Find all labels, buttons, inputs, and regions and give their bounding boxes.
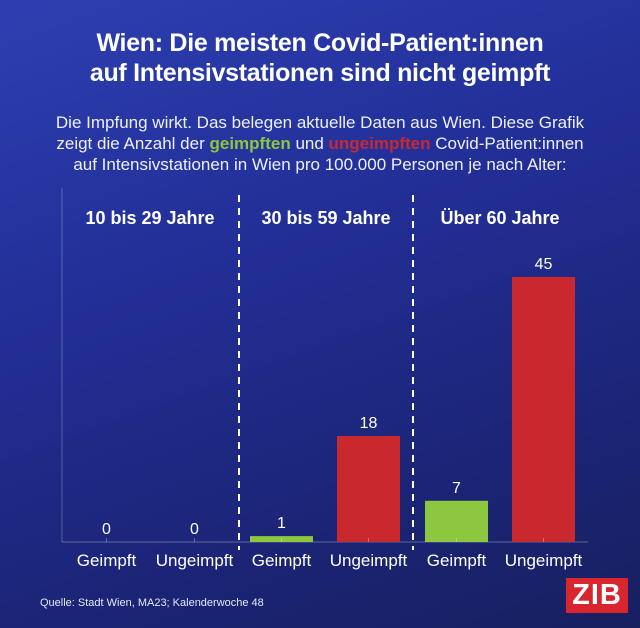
category-label: Geimpft — [427, 551, 487, 570]
bar-ungeimpft — [512, 277, 575, 542]
subtitle-line-1: Die Impfung wirkt. Das belegen aktuelle … — [55, 113, 585, 132]
group-label: Über 60 Jahre — [440, 208, 559, 228]
source-note: Quelle: Stadt Wien, MA23; Kalenderwoche … — [40, 597, 264, 609]
title-line-1: Wien: Die meisten Covid-Patient:innen — [96, 29, 544, 57]
chart-subtitle: Die Impfung wirkt. Das belegen aktuelle … — [0, 112, 640, 175]
category-label: Ungeimpft — [505, 551, 583, 570]
bar-chart: 10 bis 29 Jahre 0 Geimpft 0 Ungeimpft 30 bis … — [61, 188, 588, 570]
subtitle-text: zeigt die Anzahl der — [56, 134, 210, 153]
zib-logo: ZIB — [566, 578, 628, 613]
value-label: 7 — [452, 480, 461, 497]
category-label: Ungeimpft — [330, 551, 408, 570]
value-label: 45 — [535, 256, 553, 273]
subtitle-line-3: auf Intensivstationen in Wien pro 100.00… — [73, 155, 567, 174]
value-label: 0 — [190, 521, 199, 538]
group-label: 30 bis 59 Jahre — [261, 208, 390, 228]
value-label: 18 — [360, 415, 378, 432]
subtitle-geimpft-highlight: geimpften — [209, 134, 291, 153]
subtitle-text: und — [290, 134, 329, 153]
subtitle-text: Covid-Patient:innen — [430, 134, 584, 153]
chart-title: Wien: Die meisten Covid-Patient:innen au… — [0, 28, 640, 88]
bar-ungeimpft — [337, 436, 400, 542]
subtitle-line-2: zeigt die Anzahl der geimpften und ungei… — [0, 133, 640, 154]
category-label: Geimpft — [252, 551, 312, 570]
group-label: 10 bis 29 Jahre — [85, 208, 214, 228]
value-label: 1 — [277, 515, 286, 532]
subtitle-ungeimpft-highlight: ungeimpften — [328, 134, 431, 153]
category-label: Ungeimpft — [156, 551, 234, 570]
bar-geimpft — [250, 536, 313, 542]
bar-geimpft — [425, 500, 488, 542]
title-line-2: auf Intensivstationen sind nicht geimpft — [89, 59, 551, 87]
category-label: Geimpft — [77, 551, 137, 570]
value-label: 0 — [102, 521, 111, 538]
